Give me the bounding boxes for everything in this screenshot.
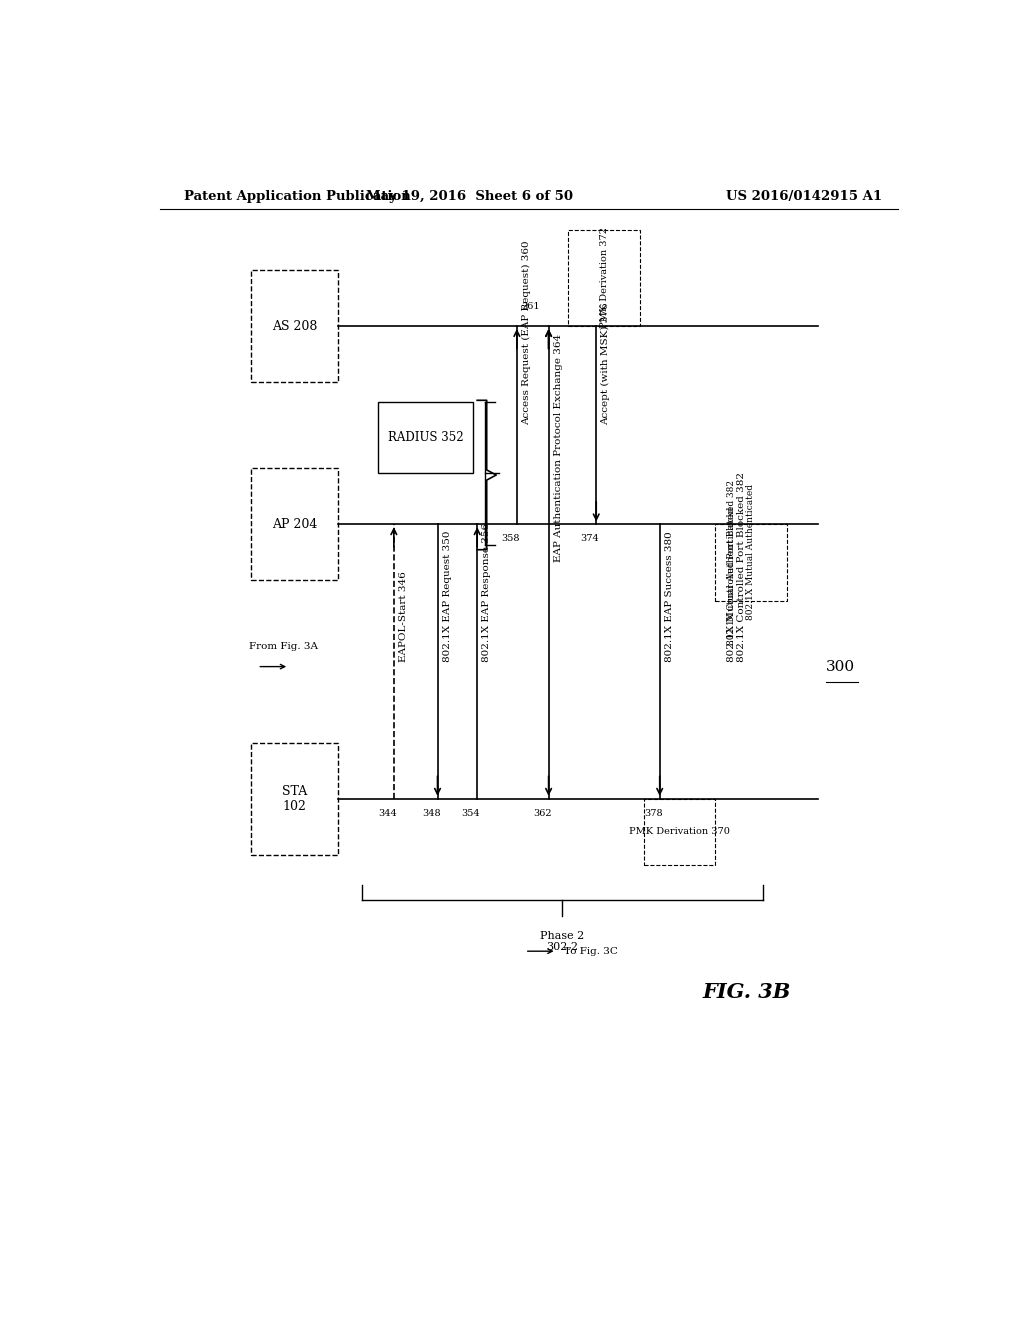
Text: AP 204: AP 204 [272, 517, 317, 531]
Text: To Fig. 3C: To Fig. 3C [564, 946, 618, 956]
Text: 802.1X Mutual Authenticated
802.1X Controlled Port Blocked 382: 802.1X Mutual Authenticated 802.1X Contr… [727, 471, 746, 661]
FancyBboxPatch shape [644, 799, 715, 865]
Text: 802.1X EAP Success 380: 802.1X EAP Success 380 [665, 531, 674, 661]
FancyBboxPatch shape [251, 743, 338, 854]
Text: Patent Application Publication: Patent Application Publication [183, 190, 411, 202]
Text: 362: 362 [532, 809, 552, 818]
Text: From Fig. 3A: From Fig. 3A [250, 643, 318, 651]
Text: 354: 354 [462, 809, 480, 818]
Text: AS 208: AS 208 [272, 319, 317, 333]
FancyBboxPatch shape [251, 271, 338, 381]
Text: FIG. 3B: FIG. 3B [702, 982, 792, 1002]
FancyBboxPatch shape [251, 469, 338, 581]
Text: Access Request (EAP Request) 360: Access Request (EAP Request) 360 [522, 240, 531, 425]
Text: 802.1X EAP Response 356: 802.1X EAP Response 356 [482, 523, 492, 661]
Text: Phase 2
302.2: Phase 2 302.2 [541, 931, 585, 953]
Text: 344: 344 [378, 809, 397, 818]
Text: PMK Derivation 372: PMK Derivation 372 [600, 227, 608, 329]
Text: 358: 358 [502, 535, 520, 544]
Text: 802.1X Controlled Port Blocked 382: 802.1X Controlled Port Blocked 382 [727, 480, 735, 645]
Text: 361: 361 [521, 302, 540, 312]
Text: 348: 348 [422, 809, 440, 818]
FancyBboxPatch shape [378, 403, 473, 474]
Text: Accept (with MSK) 376: Accept (with MSK) 376 [601, 302, 610, 425]
Text: 802.1X EAP Request 350: 802.1X EAP Request 350 [442, 531, 452, 661]
Text: EAPOL-Start 346: EAPOL-Start 346 [399, 570, 408, 661]
FancyBboxPatch shape [715, 524, 786, 601]
Text: RADIUS 352: RADIUS 352 [388, 432, 464, 445]
FancyBboxPatch shape [568, 230, 640, 326]
Text: EAP Authentication Protocol Exchange 364: EAP Authentication Protocol Exchange 364 [554, 334, 562, 562]
Text: PMK Derivation 370: PMK Derivation 370 [629, 828, 730, 837]
Text: STA
102: STA 102 [282, 784, 307, 813]
Text: 374: 374 [581, 535, 599, 544]
Text: May 19, 2016  Sheet 6 of 50: May 19, 2016 Sheet 6 of 50 [366, 190, 572, 202]
Text: 300: 300 [826, 660, 855, 673]
Text: 802.1X Mutual Authenticated: 802.1X Mutual Authenticated [746, 484, 756, 620]
Text: 378: 378 [644, 809, 663, 818]
Text: US 2016/0142915 A1: US 2016/0142915 A1 [726, 190, 882, 202]
